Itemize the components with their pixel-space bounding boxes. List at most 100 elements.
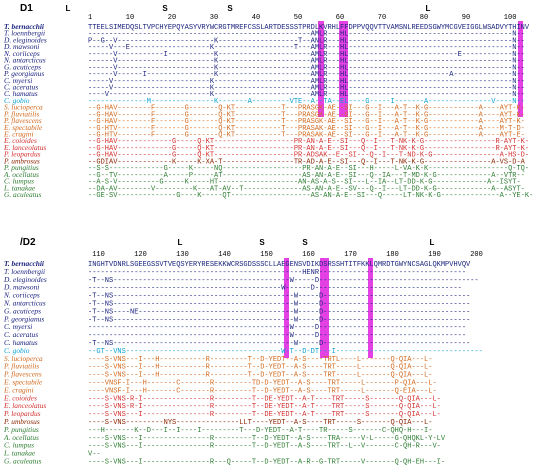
sequence: ----S-VNS---I----------------R---------T… bbox=[88, 411, 441, 419]
highlight bbox=[339, 21, 348, 117]
ruler-number: 60 bbox=[336, 14, 344, 22]
species-name: P. leopardus bbox=[3, 409, 41, 418]
species-name: D. eleginoides bbox=[3, 35, 47, 44]
ruler-number: 110 bbox=[92, 251, 105, 259]
species-name: T. bernacchii bbox=[4, 22, 45, 31]
species-name: G. aculeatus bbox=[4, 457, 41, 466]
ruler-number: 180 bbox=[386, 251, 399, 259]
sequence: P--G--V-----------------------K---------… bbox=[88, 37, 525, 45]
species-name: E. lanceolatus bbox=[3, 143, 46, 152]
species-name: C. aceratus bbox=[4, 82, 38, 91]
species-name: L. tanakae bbox=[3, 449, 36, 458]
ruler-number: 40 bbox=[252, 14, 260, 22]
highlight bbox=[318, 21, 324, 117]
ruler-number: 70 bbox=[378, 14, 386, 22]
sequence: --G-HAV--------F-------G-------Q-KT-----… bbox=[88, 111, 525, 119]
sequence: --G-HTV--------F-------G-------Q-KT-----… bbox=[88, 125, 525, 133]
sequence: -----V-----------------------K----------… bbox=[88, 78, 525, 86]
species-name: G. acuticeps bbox=[4, 62, 41, 71]
ruler-number: 50 bbox=[294, 14, 302, 22]
species-name: N. coriiceps bbox=[3, 49, 40, 58]
sequence: ------V-----------------------K---------… bbox=[88, 64, 525, 72]
sequence: ----S-VNS-R-I----------------R---------T… bbox=[88, 403, 441, 411]
ruler-number: 200 bbox=[470, 251, 483, 259]
species-name: D. eleginoides bbox=[3, 275, 47, 284]
species-name: N. antarcticus bbox=[3, 56, 46, 65]
species-name: A. ocellatus bbox=[3, 433, 39, 442]
ruler-number: 1 bbox=[88, 14, 92, 22]
ruler-number: 150 bbox=[260, 251, 273, 259]
sequence: ----S-VNS---I---H-----------R---------T-… bbox=[88, 356, 432, 364]
ruler-number: 20 bbox=[168, 14, 176, 22]
ruler-number: 190 bbox=[428, 251, 441, 259]
structure-marker: L bbox=[430, 238, 435, 247]
sequence: ----------------------------------------… bbox=[88, 332, 466, 340]
structure-marker: S bbox=[259, 238, 265, 247]
species-name: P. flavescens bbox=[3, 370, 42, 379]
sequence: ----VNSF-I---H-------C-------R---------T… bbox=[88, 380, 437, 388]
sequence: --GDIAV-------------K-----K-XA-T--------… bbox=[88, 158, 526, 166]
ruler-number: 10 bbox=[126, 14, 134, 22]
ruler-number: 160 bbox=[302, 251, 315, 259]
species-name: S. lucioperca bbox=[4, 354, 43, 363]
species-name: P. leopardus bbox=[3, 150, 41, 159]
highlight bbox=[368, 258, 373, 358]
sequence: --------------M---------------K-------A-… bbox=[88, 98, 525, 106]
sequence: --G-HAV-------------G-----Q-KT----------… bbox=[88, 152, 529, 160]
sequence: ----S-VNS-R-I----------------R---------T… bbox=[88, 395, 441, 403]
sequence: ----------------------------------------… bbox=[88, 324, 466, 332]
sequence: --S-S-------------G-----K-----NQ--------… bbox=[88, 165, 529, 173]
species-name: P. fluviatilis bbox=[3, 109, 39, 118]
species-name: E. spectabile bbox=[3, 378, 43, 387]
ruler-number: 30 bbox=[210, 14, 218, 22]
species-name: T. loennbergii bbox=[4, 267, 45, 276]
species-name: E. cragini bbox=[3, 130, 34, 139]
sequence: --G-HAV--------F-------G-------Q-KT-----… bbox=[88, 105, 525, 113]
species-name: C. myersi bbox=[4, 322, 32, 331]
species-name: N. antarcticus bbox=[3, 299, 46, 308]
species-name: E. coioides bbox=[3, 393, 37, 402]
structure-marker: L bbox=[178, 238, 183, 247]
highlight bbox=[320, 258, 329, 358]
species-name: P. pungitius bbox=[3, 425, 39, 434]
species-name: P. georgianus bbox=[3, 69, 44, 78]
sequence: ----VNSF-I---H-------C-------R---------T… bbox=[88, 387, 437, 395]
sequence: ------V-----------I-----------K---------… bbox=[88, 51, 525, 59]
domain-label: D1 bbox=[20, 3, 33, 14]
sequence: --GT--VNS-------------------------------… bbox=[88, 348, 483, 356]
ruler-number: 80 bbox=[420, 14, 428, 22]
sequence: ----S-VNS---I---H-----------R---------T-… bbox=[88, 372, 432, 380]
sequence: -T--NS----NE----------------------------… bbox=[88, 308, 470, 316]
species-name: C. lumpus bbox=[4, 441, 34, 450]
ruler-number: 140 bbox=[218, 251, 231, 259]
species-name: P. umbrosus bbox=[3, 417, 40, 426]
ruler-number: 90 bbox=[462, 14, 470, 22]
species-name: T. bernacchii bbox=[4, 259, 45, 268]
species-name: C. hamatus bbox=[4, 338, 38, 347]
sequence: --G-HAV-------------G-----Q-KT----------… bbox=[88, 138, 529, 146]
sequence: --G--TV-----------A-----P-----AT--------… bbox=[88, 172, 525, 180]
species-name: L. tanakae bbox=[3, 183, 36, 192]
ruler-number: 130 bbox=[176, 251, 189, 259]
highlights bbox=[284, 21, 523, 358]
ruler-number: 170 bbox=[344, 251, 357, 259]
ruler-number: 120 bbox=[134, 251, 147, 259]
species-name: P. georgianus bbox=[3, 314, 44, 323]
sequence: -T--NS----------------------------------… bbox=[88, 277, 479, 285]
structure-marker: S bbox=[227, 4, 233, 13]
sequence: ------V------I----------------K---------… bbox=[88, 71, 525, 79]
sequence: -T--NS----------------------------------… bbox=[88, 316, 470, 324]
species-name: D. mawsoni bbox=[3, 283, 39, 292]
species-name: C. aceratus bbox=[4, 330, 38, 339]
sequence: ---H-------K--D---I--I----I---------T---… bbox=[88, 427, 432, 435]
species-name: C. hamatus bbox=[4, 89, 38, 98]
sequence: INGHTVDNRLSGEEGSSVTVEQSYERYRESEKKWCRSGDS… bbox=[88, 261, 471, 269]
sequence: --G-HAV-------------G-----Q-KT----------… bbox=[88, 145, 529, 153]
sequence: ----S-VNS---I----------------R---Q-----T… bbox=[88, 459, 445, 467]
ruler-number: 100 bbox=[504, 14, 517, 22]
sequence: -----V---E-------------------K----------… bbox=[88, 44, 525, 52]
sequence: ----------------------------------------… bbox=[88, 269, 466, 277]
sequence: ----S-VNS---I----------------R---------T… bbox=[88, 435, 446, 443]
